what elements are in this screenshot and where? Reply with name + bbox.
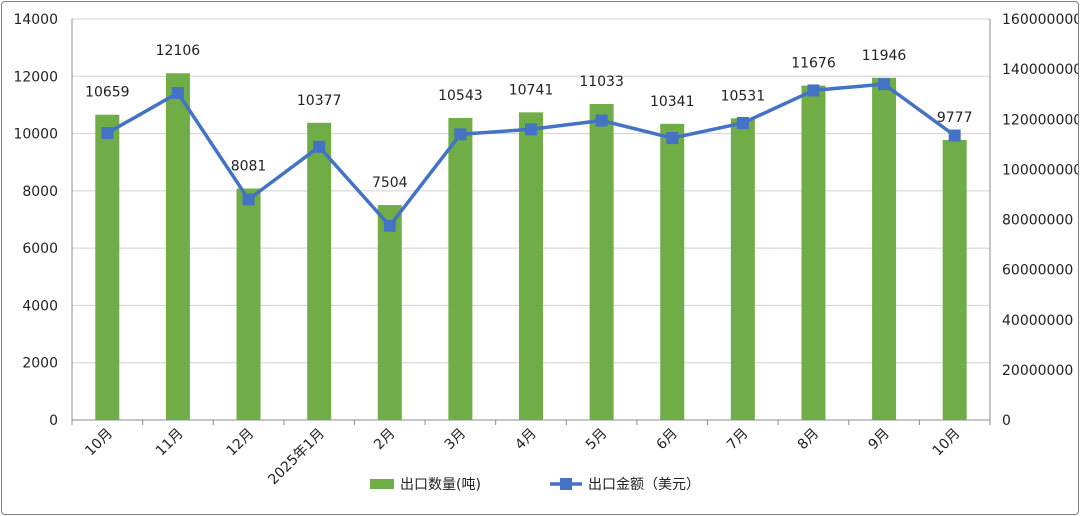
line-point-marker bbox=[948, 129, 961, 142]
line-point-marker bbox=[313, 140, 326, 153]
line-point-marker bbox=[525, 123, 537, 136]
bar bbox=[519, 112, 543, 420]
bar bbox=[660, 123, 685, 421]
y-right-tick-label: 60000000 bbox=[1002, 263, 1073, 279]
y-right-tick-label: 100000000 bbox=[1002, 162, 1078, 178]
bar-data-label: 10741 bbox=[509, 82, 554, 98]
y-right-tick-label: 160000000 bbox=[1002, 12, 1078, 28]
line-point-marker bbox=[666, 132, 679, 145]
y-left-tick-label: 14000 bbox=[13, 12, 58, 28]
bar-data-label: 8081 bbox=[231, 159, 267, 175]
bar bbox=[165, 73, 190, 420]
line-point-marker bbox=[736, 117, 749, 130]
line-point-marker bbox=[242, 193, 255, 206]
legend-swatch-marker bbox=[560, 478, 572, 490]
bar-data-label: 11676 bbox=[791, 56, 836, 72]
bar bbox=[95, 114, 120, 420]
bar-data-label: 11946 bbox=[862, 48, 907, 64]
bar bbox=[730, 118, 755, 421]
y-right-tick-label: 80000000 bbox=[1002, 213, 1073, 229]
y-right-tick-label: 20000000 bbox=[1002, 363, 1073, 379]
x-tick-label: 10月 bbox=[930, 426, 964, 460]
x-tick-label: 11月 bbox=[153, 426, 187, 460]
x-tick-label: 6月 bbox=[654, 426, 682, 454]
y-left-tick-label: 4000 bbox=[22, 298, 58, 314]
bar bbox=[801, 85, 826, 420]
bar bbox=[307, 122, 332, 420]
bar bbox=[377, 205, 402, 420]
bar bbox=[872, 77, 897, 420]
bar-data-label: 11033 bbox=[579, 74, 624, 90]
x-tick-label: 2月 bbox=[371, 426, 399, 454]
y-left-tick-label: 0 bbox=[49, 413, 58, 429]
legend-label-line: 出口金额（美元） bbox=[588, 477, 700, 493]
y-left-tick-label: 2000 bbox=[22, 356, 58, 372]
line-point-marker bbox=[807, 84, 820, 97]
y-left-tick-label: 12000 bbox=[13, 69, 58, 85]
bar bbox=[589, 103, 614, 420]
x-tick-label: 7月 bbox=[724, 426, 752, 454]
bar-data-label: 12106 bbox=[156, 43, 201, 59]
x-tick-label: 10月 bbox=[82, 426, 116, 460]
line-point-marker bbox=[101, 127, 114, 140]
y-left-tick-label: 8000 bbox=[22, 184, 58, 200]
bar-data-label: 10377 bbox=[297, 93, 342, 109]
bar bbox=[236, 188, 261, 420]
legend-swatch-bar bbox=[370, 479, 394, 489]
x-tick-label: 3月 bbox=[442, 426, 470, 454]
x-tick-label: 4月 bbox=[512, 426, 540, 454]
x-tick-label: 2025年1月 bbox=[265, 426, 328, 489]
line-point-marker bbox=[383, 219, 396, 232]
line-point-marker bbox=[171, 86, 184, 99]
x-tick-label: 5月 bbox=[583, 426, 611, 454]
bar bbox=[942, 139, 967, 420]
y-left-tick-label: 10000 bbox=[13, 127, 58, 143]
bar-data-label: 10531 bbox=[721, 88, 766, 104]
bar bbox=[448, 118, 473, 420]
y-right-tick-label: 40000000 bbox=[1002, 313, 1073, 329]
y-right-tick-label: 0 bbox=[1002, 413, 1011, 429]
x-tick-label: 8月 bbox=[795, 426, 823, 454]
legend-label-bar: 出口数量(吨) bbox=[400, 477, 481, 493]
x-tick-label: 12月 bbox=[224, 426, 258, 460]
y-left-tick-label: 6000 bbox=[22, 241, 58, 257]
bar-data-label: 10543 bbox=[438, 88, 483, 104]
line-point-marker bbox=[454, 128, 467, 141]
line-point-marker bbox=[595, 114, 608, 127]
y-right-tick-label: 140000000 bbox=[1002, 62, 1078, 78]
x-tick-label: 9月 bbox=[865, 426, 893, 454]
y-right-tick-label: 120000000 bbox=[1002, 112, 1078, 128]
bar-data-label: 7504 bbox=[372, 175, 408, 191]
bar-data-label: 9777 bbox=[937, 110, 973, 126]
bar-data-label: 10341 bbox=[650, 94, 695, 110]
bar-data-label: 10659 bbox=[85, 85, 130, 101]
line-point-marker bbox=[878, 78, 891, 91]
